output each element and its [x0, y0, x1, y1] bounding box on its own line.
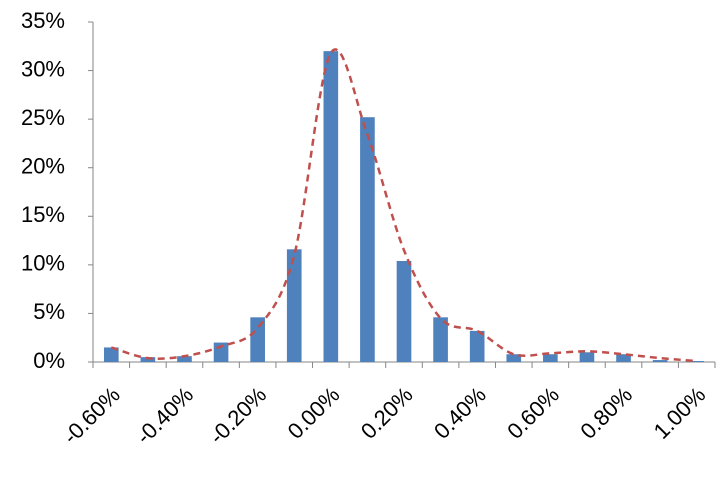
x-tick-label: -0.60% [58, 382, 125, 449]
bar [579, 352, 595, 362]
y-tick-label: 15% [21, 202, 65, 227]
y-tick-label: 5% [33, 299, 65, 324]
y-tick-label: 30% [21, 56, 65, 81]
bar [360, 117, 375, 362]
y-tick-label: 35% [21, 8, 65, 33]
bar [323, 51, 339, 363]
y-tick-label: 20% [21, 154, 65, 179]
bar [652, 360, 668, 362]
density-line [110, 48, 697, 363]
x-tick-label: 0.00% [283, 382, 345, 444]
y-tick-label: 0% [33, 348, 65, 373]
x-tick-label: 0.20% [356, 382, 418, 444]
bar [286, 249, 302, 362]
bar [140, 357, 156, 362]
bar [433, 317, 448, 362]
x-tick-label: 0.60% [502, 382, 564, 444]
bar [396, 260, 412, 362]
bar [103, 347, 119, 362]
bar [250, 317, 265, 362]
bar [506, 354, 522, 362]
y-tick-label: 25% [21, 105, 65, 130]
x-tick-label: -0.20% [204, 382, 271, 449]
bar [469, 330, 485, 362]
x-tick-label: 0.80% [575, 382, 637, 444]
x-tick-label: 0.40% [429, 382, 491, 444]
y-tick-label: 10% [21, 251, 65, 276]
bar [689, 361, 705, 362]
bar [543, 354, 558, 362]
bar [616, 354, 631, 362]
x-tick-label: 1.00% [649, 382, 711, 444]
bar [177, 356, 192, 362]
x-tick-label: -0.40% [131, 382, 198, 449]
